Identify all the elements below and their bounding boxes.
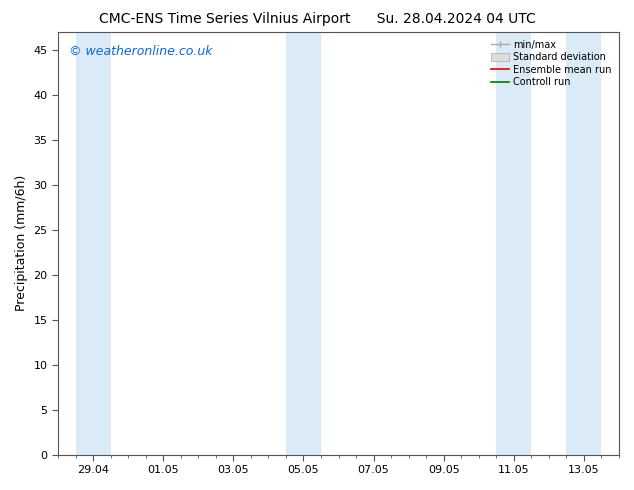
Y-axis label: Precipitation (mm/6h): Precipitation (mm/6h) (15, 175, 28, 312)
Bar (566, 32, 602, 455)
Bar (75, 32, 111, 455)
Legend: min/max, Standard deviation, Ensemble mean run, Controll run: min/max, Standard deviation, Ensemble me… (488, 37, 614, 90)
Bar (496, 32, 531, 455)
Text: CMC-ENS Time Series Vilnius Airport      Su. 28.04.2024 04 UTC: CMC-ENS Time Series Vilnius Airport Su. … (99, 12, 535, 26)
Text: © weatheronline.co.uk: © weatheronline.co.uk (69, 45, 213, 58)
Bar (286, 32, 321, 455)
